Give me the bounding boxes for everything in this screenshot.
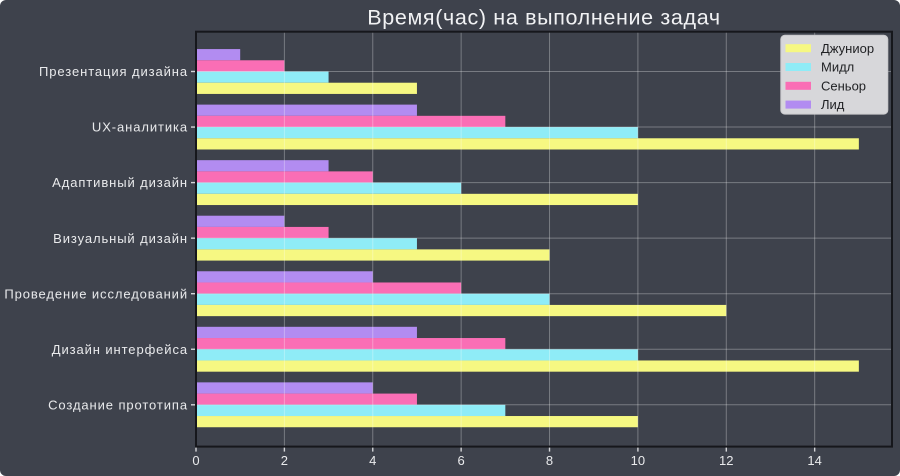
svg-text:Дизайн интерфейса: Дизайн интерфейса [52, 342, 188, 357]
svg-text:10: 10 [631, 453, 645, 468]
svg-text:UX-аналитика: UX-аналитика [92, 120, 188, 135]
svg-text:Проведение исследований: Проведение исследований [4, 286, 188, 301]
svg-text:14: 14 [807, 453, 821, 468]
svg-text:Адаптивный дизайн: Адаптивный дизайн [52, 175, 188, 190]
svg-text:8: 8 [546, 453, 553, 468]
svg-text:Презентация дизайна: Презентация дизайна [39, 64, 188, 79]
svg-text:Создание прототипа: Создание прототипа [48, 397, 188, 412]
svg-text:Лид: Лид [821, 97, 845, 112]
svg-text:12: 12 [719, 453, 733, 468]
svg-text:Время(час) на выполнение задач: Время(час) на выполнение задач [367, 6, 720, 30]
svg-text:2: 2 [281, 453, 288, 468]
svg-text:6: 6 [458, 453, 465, 468]
svg-text:Джуниор: Джуниор [821, 41, 874, 56]
svg-text:4: 4 [369, 453, 376, 468]
svg-text:0: 0 [192, 453, 199, 468]
svg-text:Мидл: Мидл [821, 60, 854, 75]
svg-text:Сеньор: Сеньор [821, 78, 866, 93]
svg-text:Визуальный дизайн: Визуальный дизайн [53, 231, 188, 246]
